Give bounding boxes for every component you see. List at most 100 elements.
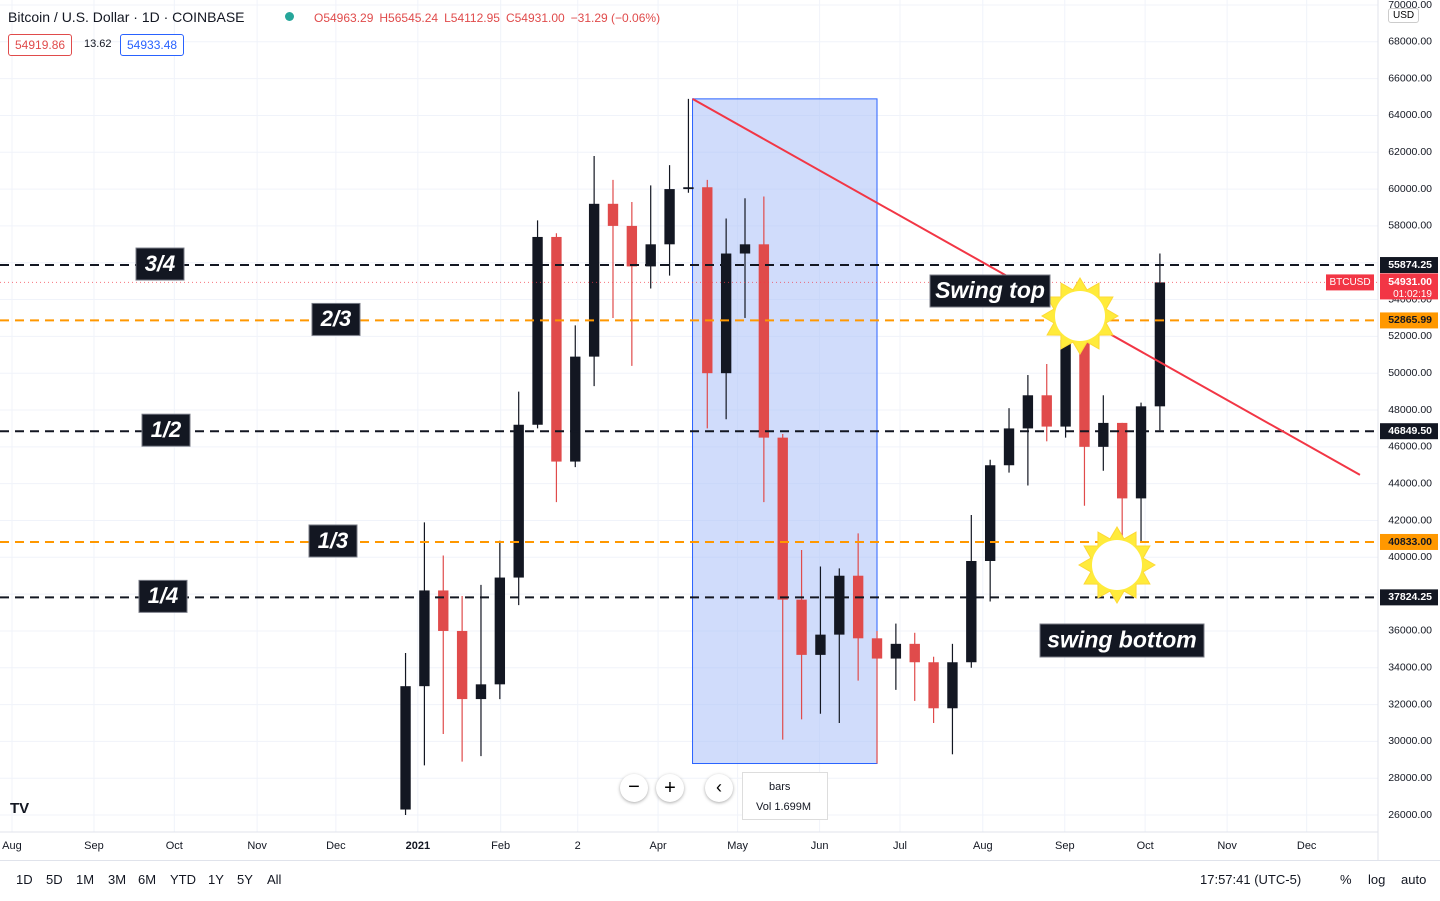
- bottom-toolbar: [0, 860, 1440, 901]
- y-tick-label: 40000.00: [1388, 551, 1432, 563]
- candle-body: [456, 630, 468, 700]
- candle-body: [607, 203, 619, 226]
- annotation: swing bottom: [1047, 627, 1196, 653]
- x-tick-label: Jul: [893, 840, 907, 852]
- y-tick-label: 44000.00: [1388, 477, 1432, 489]
- x-tick-label: Aug: [973, 840, 993, 852]
- interval-button[interactable]: 3M: [108, 872, 127, 887]
- candle-body: [1154, 282, 1166, 407]
- level-label-box: [135, 247, 185, 281]
- sun-center: [1092, 540, 1142, 590]
- x-tick-label: Nov: [247, 840, 267, 852]
- currency-button[interactable]: USD: [1388, 8, 1420, 23]
- candle-body: [664, 189, 675, 245]
- candle-body: [720, 253, 732, 374]
- logo[interactable]: TV: [10, 800, 30, 817]
- y-tick-label: 26000.00: [1388, 809, 1432, 821]
- last-price-label: 54931.00: [1388, 276, 1432, 288]
- candle-body: [1060, 340, 1071, 427]
- zoom-out[interactable]: −: [620, 774, 648, 802]
- scroll-left[interactable]: ‹: [705, 774, 733, 802]
- level-label: 3/4: [145, 251, 176, 276]
- y-tick-label: 58000.00: [1388, 220, 1432, 232]
- last-price-box: [1380, 273, 1438, 300]
- interval-button[interactable]: All: [267, 872, 282, 887]
- candle-body: [683, 187, 694, 190]
- chart-title: Bitcoin / U.S. Dollar · 1D · COINBASE: [8, 9, 245, 25]
- level-price-label: 52865.99: [1388, 314, 1432, 326]
- level-label-box: [311, 302, 361, 336]
- candle-body: [475, 684, 487, 700]
- percent-button[interactable]: %: [1340, 872, 1352, 887]
- candle-body: [1003, 428, 1015, 466]
- annotation-box: [929, 274, 1051, 308]
- y-tick-label: 50000.00: [1388, 367, 1432, 379]
- x-tick-label: 2: [575, 840, 581, 852]
- level-label: 1/2: [151, 417, 182, 442]
- level-label-box: [308, 524, 358, 558]
- level-price-label: 37824.25: [1388, 591, 1432, 603]
- countdown: 01:02:19: [1393, 289, 1432, 300]
- interval-button[interactable]: YTD: [170, 872, 196, 887]
- interval-button[interactable]: 5D: [46, 872, 63, 887]
- candle-body: [739, 244, 751, 254]
- candle-body: [871, 638, 883, 659]
- interval-button[interactable]: 6M: [138, 872, 157, 887]
- candle-body: [1098, 422, 1109, 447]
- y-tick-label: 46000.00: [1388, 441, 1432, 453]
- y-tick-label: 70000.00: [1388, 0, 1432, 11]
- y-tick-label: 32000.00: [1388, 698, 1432, 710]
- x-tick-label: Oct: [166, 840, 183, 852]
- candle-body: [928, 662, 939, 709]
- candle-body: [758, 244, 770, 438]
- candle-body: [513, 424, 524, 578]
- candle-body: [438, 590, 449, 631]
- x-tick-label: Dec: [326, 840, 346, 852]
- candle-body: [834, 575, 845, 635]
- y-tick-label: 42000.00: [1388, 514, 1432, 526]
- candle-body: [588, 203, 600, 357]
- log-button[interactable]: log: [1368, 872, 1386, 887]
- ohlc-legend: O54963.29 H56545.24 L54112.95 C54931.00 −31.…: [314, 11, 666, 25]
- interval-button[interactable]: 5Y: [237, 872, 253, 887]
- candle-body: [1022, 395, 1034, 429]
- zoom-in[interactable]: +: [656, 774, 684, 802]
- bid-box[interactable]: 54919.86: [8, 34, 73, 56]
- level-price-label: 55874.25: [1388, 259, 1432, 271]
- ohlc-value: O54963.29: [314, 11, 374, 25]
- candle-body: [947, 662, 958, 709]
- status-dot: [285, 12, 294, 21]
- candle-body: [400, 686, 411, 810]
- candle-body: [909, 643, 920, 663]
- y-tick-label: 52000.00: [1388, 330, 1432, 342]
- x-tick-label: Aug: [2, 840, 22, 852]
- level-label: 1/3: [318, 528, 349, 553]
- y-tick-label: 48000.00: [1388, 404, 1432, 416]
- ask-box[interactable]: 54933.48: [120, 34, 185, 56]
- y-tick-label: 30000.00: [1388, 735, 1432, 747]
- level-price-label: 40833.00: [1388, 536, 1432, 548]
- y-tick-label: 34000.00: [1388, 662, 1432, 674]
- interval-button[interactable]: 1M: [76, 872, 95, 887]
- y-tick-label: 66000.00: [1388, 72, 1432, 84]
- candle-body: [419, 590, 430, 687]
- volume-label: Vol 1.699M: [756, 801, 812, 813]
- annotation: Swing top: [935, 277, 1045, 303]
- y-tick-label: 64000.00: [1388, 109, 1432, 121]
- x-tick-label: Nov: [1217, 840, 1237, 852]
- level-price-box: [1380, 423, 1438, 440]
- y-tick-label: 60000.00: [1388, 183, 1432, 195]
- x-tick-label: May: [727, 840, 748, 852]
- candle-body: [1116, 422, 1128, 499]
- ohlc-value: C54931.00: [505, 11, 565, 25]
- interval-button[interactable]: 1Y: [208, 872, 224, 887]
- annotation-box: [1039, 623, 1205, 658]
- level-label: 1/4: [148, 583, 179, 608]
- auto-button[interactable]: auto: [1401, 872, 1427, 887]
- y-tick-label: 68000.00: [1388, 36, 1432, 48]
- ohlc-value: L54112.95: [444, 11, 500, 25]
- candle-body: [626, 225, 638, 267]
- x-tick-label: Feb: [491, 840, 510, 852]
- interval-button[interactable]: 1D: [16, 872, 33, 887]
- x-tick-label: Jun: [811, 840, 829, 852]
